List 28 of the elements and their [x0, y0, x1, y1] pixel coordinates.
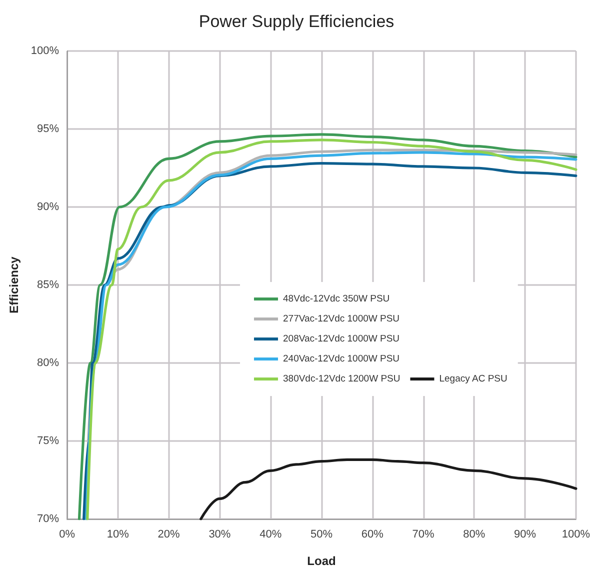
legend-label: 380Vdc-12Vdc 1200W PSU	[283, 374, 400, 384]
y-tick-label: 75%	[37, 435, 60, 447]
x-tick-label: 80%	[463, 528, 486, 540]
legend-label: 277Vac-12Vdc 1000W PSU	[283, 314, 400, 324]
x-tick-label: 70%	[412, 528, 434, 540]
x-tick-label: 20%	[158, 528, 180, 540]
y-tick-label: 95%	[37, 123, 60, 135]
y-tick-label: 70%	[37, 513, 60, 525]
legend-label: Legacy AC PSU	[439, 374, 508, 384]
y-tick-label: 90%	[37, 201, 60, 213]
x-tick-label: 30%	[208, 528, 231, 540]
y-tick-label: 80%	[37, 357, 60, 369]
line-series	[200, 458, 578, 520]
x-tick-label: 100%	[562, 528, 590, 540]
x-axis-title: Load	[307, 554, 336, 568]
chart-title: Power Supply Efficiencies	[198, 12, 394, 31]
legend-label: 208Vac-12Vdc 1000W PSU	[283, 334, 400, 344]
x-tick-label: 90%	[514, 528, 536, 540]
legend-label: 240Vac-12Vdc 1000W PSU	[283, 354, 400, 364]
y-axis-title: Efficiency	[7, 256, 21, 314]
y-tick-label: 85%	[37, 279, 60, 291]
x-tick-label: 50%	[310, 528, 333, 540]
x-tick-label: 0%	[59, 528, 76, 540]
x-tick-label: 40%	[260, 528, 282, 540]
legend-label: 48Vdc-12Vdc 350W PSU	[283, 294, 390, 304]
x-tick-label: 60%	[361, 528, 384, 540]
x-tick-label: 10%	[106, 528, 130, 540]
y-tick-label: 100%	[30, 45, 60, 57]
